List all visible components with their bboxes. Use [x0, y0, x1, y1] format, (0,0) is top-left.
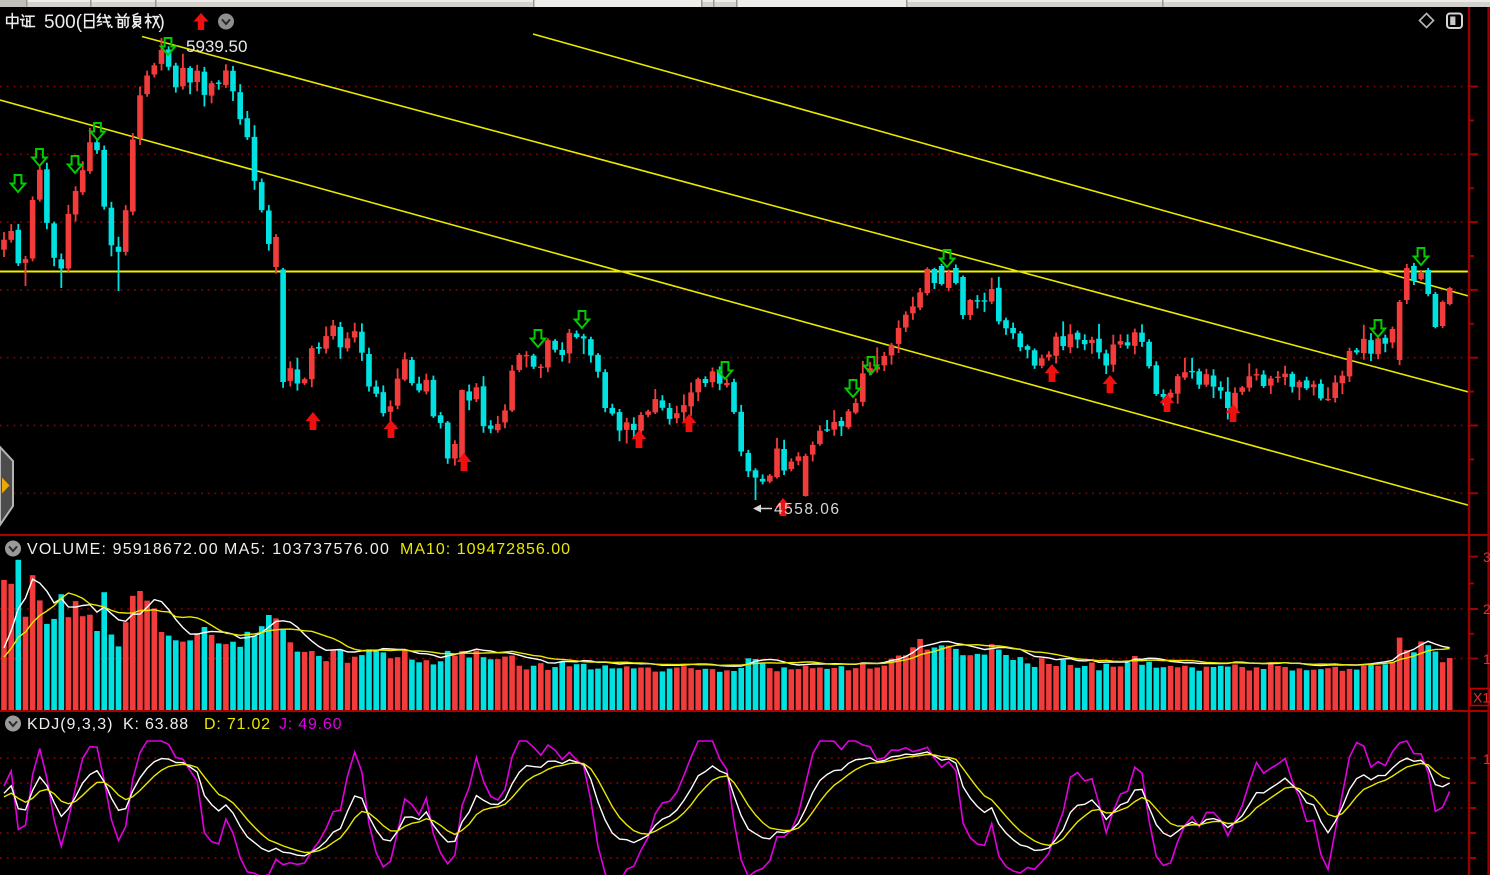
svg-text:3: 3	[1483, 549, 1490, 565]
svg-text:2: 2	[1483, 601, 1490, 617]
svg-text:1: 1	[1483, 651, 1490, 667]
svg-text:5939.50: 5939.50	[186, 37, 247, 56]
svg-text:X1: X1	[1473, 690, 1490, 706]
svg-text:K: 63.88: K: 63.88	[123, 716, 189, 733]
svg-text:VOLUME: 95918672.00: VOLUME: 95918672.00	[27, 541, 219, 558]
svg-text:MA5: 103737576.00: MA5: 103737576.00	[224, 541, 390, 558]
svg-text:KDJ(9,3,3): KDJ(9,3,3)	[27, 716, 113, 733]
svg-text:1: 1	[1483, 751, 1490, 767]
svg-text:J: 49.60: J: 49.60	[279, 716, 342, 733]
svg-text:): )	[159, 12, 165, 33]
svg-text:.: .	[109, 12, 114, 33]
svg-text:500(: 500(	[44, 12, 83, 33]
svg-text:4558.06: 4558.06	[774, 501, 841, 518]
svg-text:D: 71.02: D: 71.02	[204, 716, 271, 733]
svg-text:MA10: 109472856.00: MA10: 109472856.00	[400, 541, 571, 558]
